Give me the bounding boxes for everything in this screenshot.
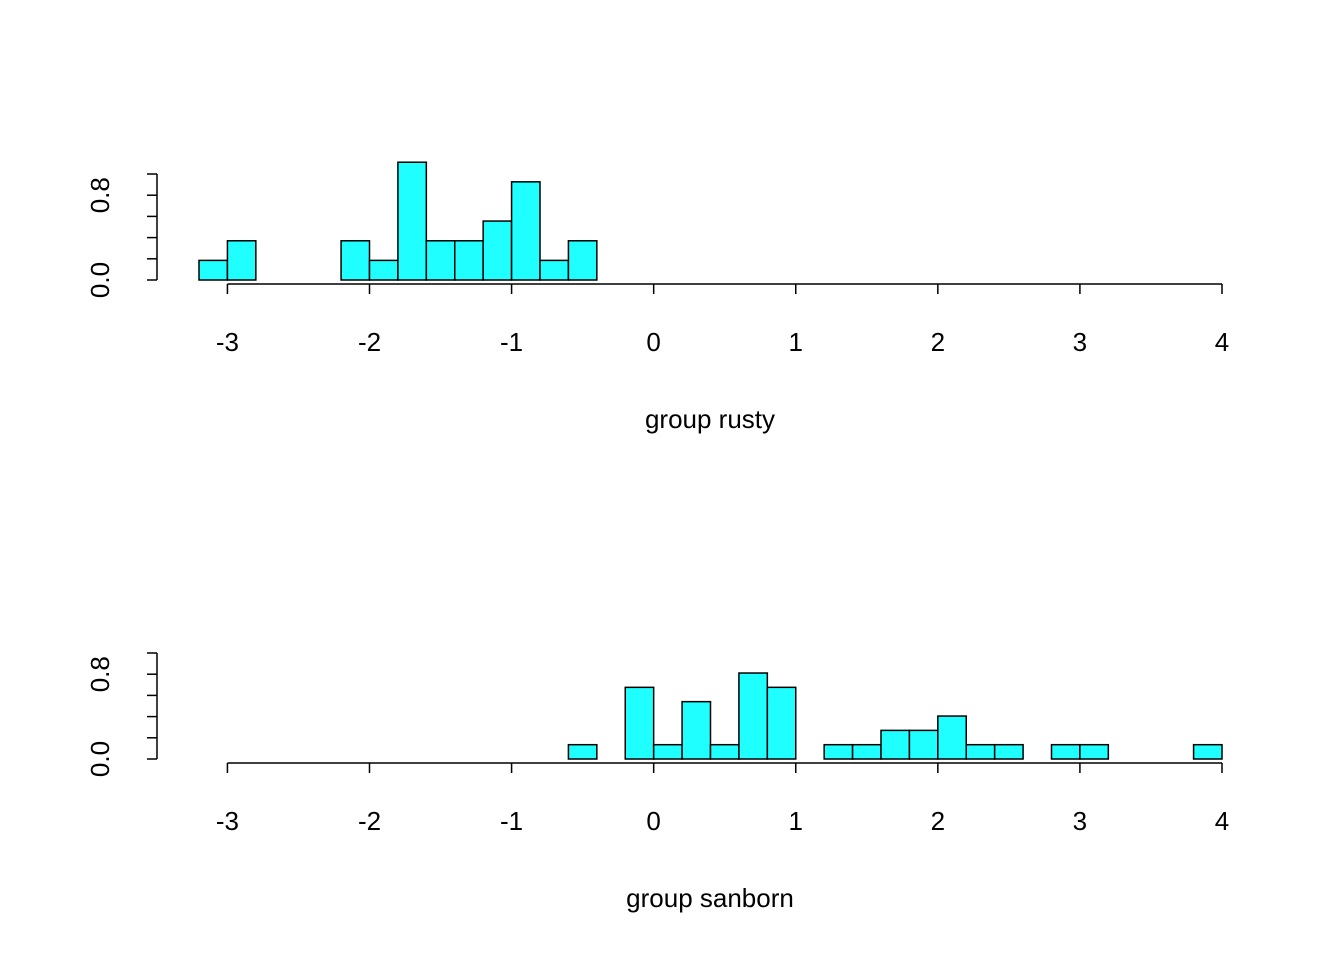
- y-tick-label: 0.8: [85, 656, 115, 692]
- x-tick-label: -2: [358, 806, 381, 836]
- y-tick-label: 0.0: [85, 262, 115, 298]
- x-tick-label: -1: [500, 806, 523, 836]
- bar: [340, 240, 371, 281]
- x-tick-label: 2: [931, 806, 945, 836]
- y-tick-label: 0.0: [85, 741, 115, 777]
- bar: [851, 743, 882, 760]
- x-tick-label: 4: [1215, 327, 1229, 357]
- bar: [880, 729, 911, 760]
- bar: [766, 686, 797, 760]
- bar: [908, 729, 939, 760]
- x-axis-label: group sanborn: [626, 883, 794, 913]
- bar: [454, 240, 484, 281]
- x-tick-label: -1: [500, 327, 523, 357]
- bar: [482, 220, 513, 281]
- bar: [567, 743, 598, 760]
- bar: [624, 686, 655, 760]
- x-tick-label: -3: [216, 806, 239, 836]
- bar: [1192, 743, 1223, 760]
- x-tick-label: 0: [646, 806, 660, 836]
- bar: [652, 743, 683, 760]
- x-tick-label: 2: [931, 327, 945, 357]
- bar: [823, 743, 854, 760]
- bar: [709, 743, 740, 760]
- bar: [993, 743, 1024, 760]
- bar: [738, 672, 769, 760]
- x-tick-label: 4: [1215, 806, 1229, 836]
- x-tick-label: 1: [789, 327, 803, 357]
- bar: [539, 259, 570, 281]
- x-tick-label: -3: [216, 327, 239, 357]
- x-tick-label: 0: [646, 327, 660, 357]
- bar: [681, 700, 712, 760]
- x-axis-label: group rusty: [645, 404, 775, 434]
- bar: [425, 240, 456, 281]
- bar: [1079, 743, 1110, 760]
- x-tick-label: 3: [1073, 327, 1087, 357]
- x-tick-label: 3: [1073, 806, 1087, 836]
- bar: [226, 240, 257, 281]
- bar: [368, 259, 399, 281]
- x-tick-label: 1: [789, 806, 803, 836]
- bar: [510, 181, 541, 281]
- x-tick-label: -2: [358, 327, 381, 357]
- bar: [1050, 743, 1081, 760]
- bar: [397, 161, 428, 281]
- bar: [198, 259, 229, 281]
- bar: [937, 715, 967, 760]
- bar: [567, 240, 598, 281]
- bar: [965, 743, 996, 760]
- y-tick-label: 0.8: [85, 177, 115, 213]
